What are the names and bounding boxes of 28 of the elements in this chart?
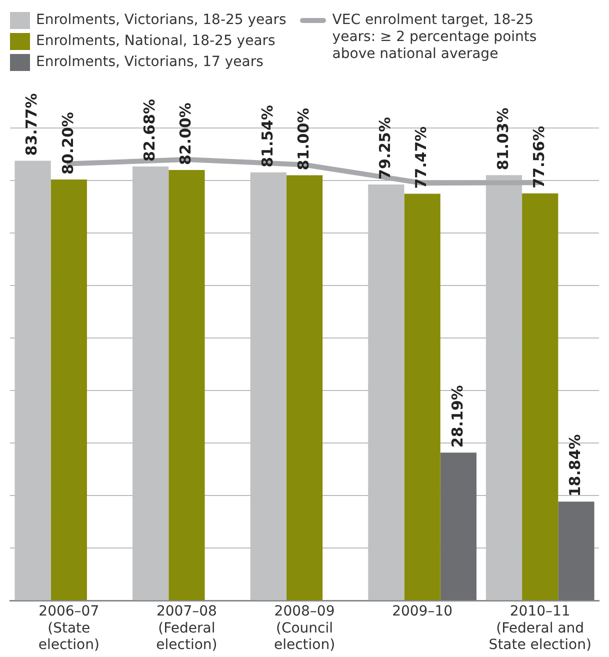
- data-label: 18.84%: [566, 434, 584, 497]
- data-label: 28.19%: [448, 385, 466, 448]
- bar: [404, 194, 440, 600]
- x-tick-label: 2006–07 (State election): [38, 604, 100, 654]
- data-label: 82.68%: [140, 98, 158, 162]
- bar: [50, 179, 87, 600]
- data-label: 77.56%: [530, 126, 548, 188]
- bar: [440, 452, 476, 600]
- data-label: 80.20%: [58, 112, 77, 174]
- data-label: 79.25%: [376, 116, 394, 180]
- bar: [286, 175, 323, 600]
- x-tick-label: 2010–11 (Federal and State election): [488, 604, 592, 654]
- data-label: 81.00%: [294, 108, 312, 170]
- data-label: 81.03%: [494, 108, 512, 170]
- data-label: 77.47%: [412, 126, 430, 189]
- bar: [558, 502, 594, 600]
- data-label: 81.54%: [258, 104, 276, 168]
- data-label: 82.00%: [176, 102, 195, 166]
- legend-label: VEC enrolment target, 18-25 years: ≥ 2 percentage points above national average: [332, 12, 538, 63]
- x-tick-label: 2009–10: [392, 604, 453, 620]
- x-tick-label: 2008–09 (Council election): [274, 604, 336, 654]
- legend-label: Enrolments, National, 18-25 years: [36, 33, 276, 50]
- data-label: 83.77%: [22, 93, 41, 156]
- bar: [522, 193, 558, 600]
- bar: [168, 170, 205, 600]
- legend-label: Enrolments, Victorians, 18-25 years: [36, 12, 286, 29]
- legend-label: Enrolments, Victorians, 17 years: [36, 54, 264, 71]
- x-tick-label: 2007–08 (Federal election): [156, 604, 218, 654]
